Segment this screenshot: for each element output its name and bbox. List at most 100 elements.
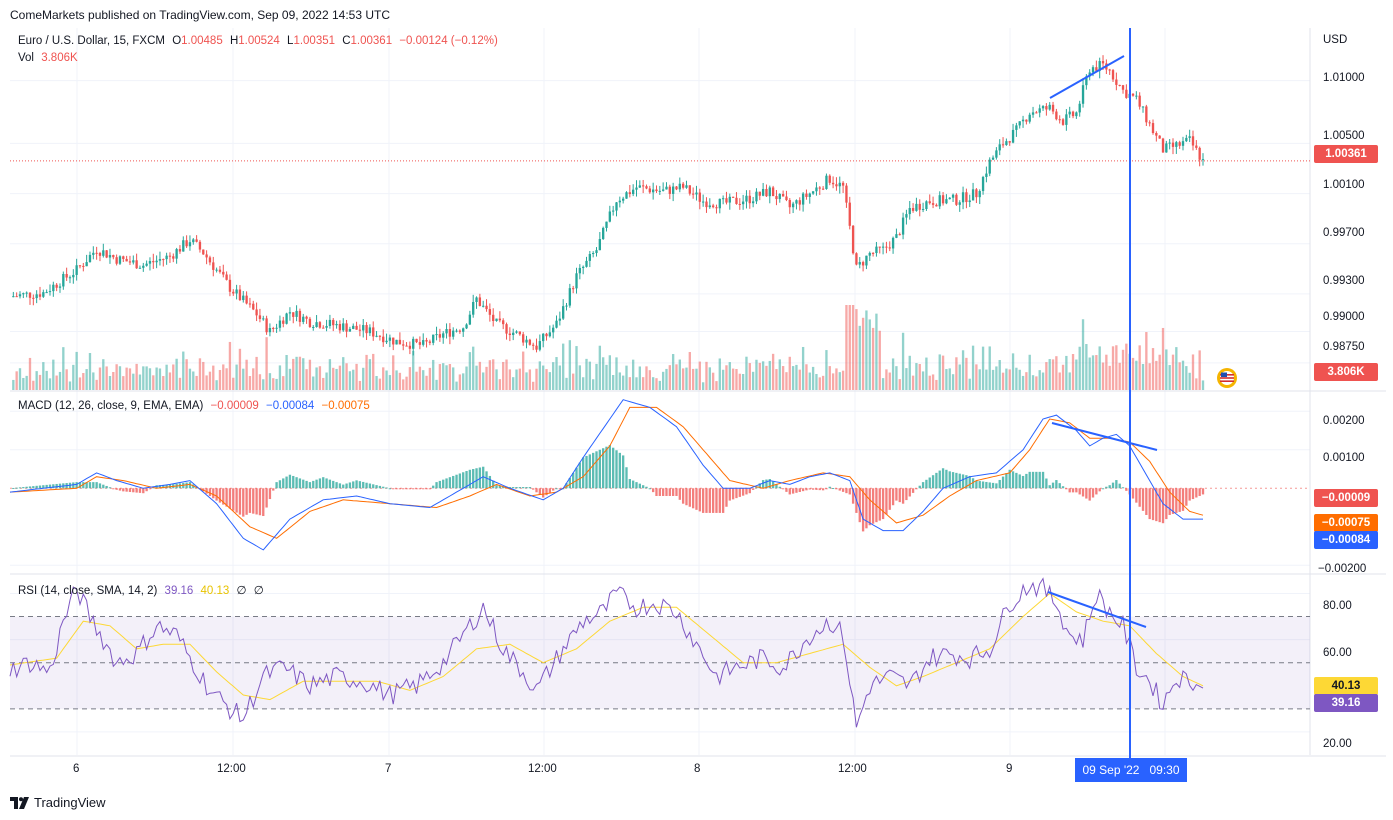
- macd-histogram-bar: [42, 485, 45, 489]
- volume-bar: [1081, 319, 1085, 390]
- candle-body: [1045, 106, 1048, 110]
- macd-histogram-bar: [638, 483, 641, 489]
- volume-bar: [995, 366, 998, 390]
- macd-histogram-bar: [588, 454, 592, 489]
- candle-body: [825, 175, 828, 189]
- volume-bar: [798, 369, 801, 390]
- volume-bar: [105, 366, 108, 390]
- candle-body: [52, 284, 55, 292]
- candle-body: [1055, 111, 1058, 120]
- macd-histogram-bar: [338, 483, 342, 489]
- candle-body: [841, 182, 845, 186]
- volume-bar: [582, 377, 585, 390]
- candle-body: [438, 334, 442, 338]
- candle-body: [482, 305, 485, 307]
- candle-body: [1031, 112, 1035, 115]
- candle-body: [535, 345, 538, 350]
- volume-legend[interactable]: Vol 3.806K: [18, 52, 82, 64]
- volume-bar: [28, 357, 32, 390]
- candle-body: [305, 316, 308, 319]
- macd-histogram-bar: [941, 468, 945, 489]
- candle-body: [895, 234, 898, 238]
- candle-body: [1175, 142, 1178, 147]
- volume-bar: [678, 359, 681, 390]
- candle-body: [162, 259, 165, 261]
- candle-body: [785, 196, 788, 201]
- macd-histogram-bar: [1188, 488, 1191, 501]
- macd-histogram-bar: [1118, 483, 1121, 489]
- macd-histogram-bar: [1068, 488, 1071, 493]
- macd-signal-value: −0.00075: [321, 400, 370, 412]
- volume-bar: [178, 377, 182, 390]
- macd-histogram-bar: [975, 480, 978, 489]
- volume-bar: [332, 367, 335, 390]
- macd-legend[interactable]: MACD (12, 26, close, 9, EMA, EMA) −0.000…: [18, 400, 374, 412]
- volume-bar: [385, 370, 388, 390]
- macd-histogram-bar: [915, 488, 918, 490]
- candle-body: [928, 201, 931, 204]
- volume-bar: [1038, 370, 1041, 390]
- candle-body: [1168, 142, 1171, 144]
- macd-histogram-bar: [1161, 488, 1165, 524]
- symbol-legend[interactable]: Euro / U.S. Dollar, 15, FXCM O1.00485 H1…: [18, 35, 502, 47]
- rsi-badge: 39.16: [1314, 694, 1378, 712]
- candle-body: [392, 337, 395, 345]
- candle-body: [655, 189, 658, 192]
- volume-bar: [318, 366, 322, 390]
- candle-body: [908, 208, 911, 215]
- candle-body: [195, 239, 198, 242]
- candle-body: [1121, 85, 1125, 90]
- footer-brand[interactable]: TradingView: [10, 795, 106, 810]
- candle-body: [978, 191, 981, 198]
- volume-bar: [1108, 365, 1111, 390]
- volume-bar: [162, 376, 165, 390]
- macd-histogram-bar: [262, 488, 265, 517]
- macd-line-value: −0.00084: [266, 400, 315, 412]
- candle-body: [278, 320, 282, 328]
- macd-histogram-bar: [295, 477, 298, 489]
- candle-body: [598, 239, 602, 251]
- macd-histogram-bar: [1088, 488, 1091, 501]
- volume-bar: [718, 358, 721, 390]
- volume-bar: [302, 358, 305, 390]
- us-flag-event-icon[interactable]: [1217, 368, 1237, 388]
- candle-body: [1118, 84, 1121, 86]
- candle-body: [1108, 69, 1111, 71]
- macd-histogram-bar: [245, 488, 248, 515]
- candle-body: [138, 267, 142, 269]
- volume-bar: [355, 363, 358, 390]
- macd-histogram-bar: [402, 488, 405, 490]
- macd-histogram-bar: [462, 472, 465, 489]
- candle-body: [1151, 123, 1155, 134]
- candle-body: [811, 191, 815, 194]
- candle-body: [755, 191, 758, 202]
- macd-histogram-bar: [1155, 488, 1158, 522]
- volume-bar: [1138, 345, 1141, 390]
- candle-body: [88, 254, 92, 263]
- volume-bar: [801, 346, 805, 390]
- macd-histogram-bar: [821, 488, 825, 491]
- macd-histogram-bar: [78, 482, 82, 489]
- tradingview-logo-icon: [10, 796, 29, 809]
- volume-bar: [218, 369, 222, 390]
- macd-histogram-bar: [998, 479, 1001, 489]
- rsi-value: 39.16: [164, 585, 194, 597]
- candle-body: [55, 284, 58, 288]
- macd-histogram-bar: [785, 488, 788, 492]
- candle-body: [492, 314, 495, 322]
- macd-tick: 0.00200: [1323, 415, 1365, 427]
- candle-body: [262, 318, 265, 320]
- candle-body: [645, 186, 648, 189]
- volume-bar: [1198, 350, 1201, 390]
- rsi-legend[interactable]: RSI (14, close, SMA, 14, 2) 39.16 40.13 …: [18, 583, 268, 597]
- candle-body: [258, 315, 262, 319]
- candle-body: [362, 325, 365, 331]
- candle-body: [445, 329, 448, 334]
- volume-bar: [611, 375, 615, 390]
- candle-body: [961, 192, 965, 203]
- candle-body: [1085, 76, 1088, 86]
- volume-bar: [895, 366, 898, 390]
- candle-body: [292, 312, 295, 317]
- candle-body: [555, 320, 558, 328]
